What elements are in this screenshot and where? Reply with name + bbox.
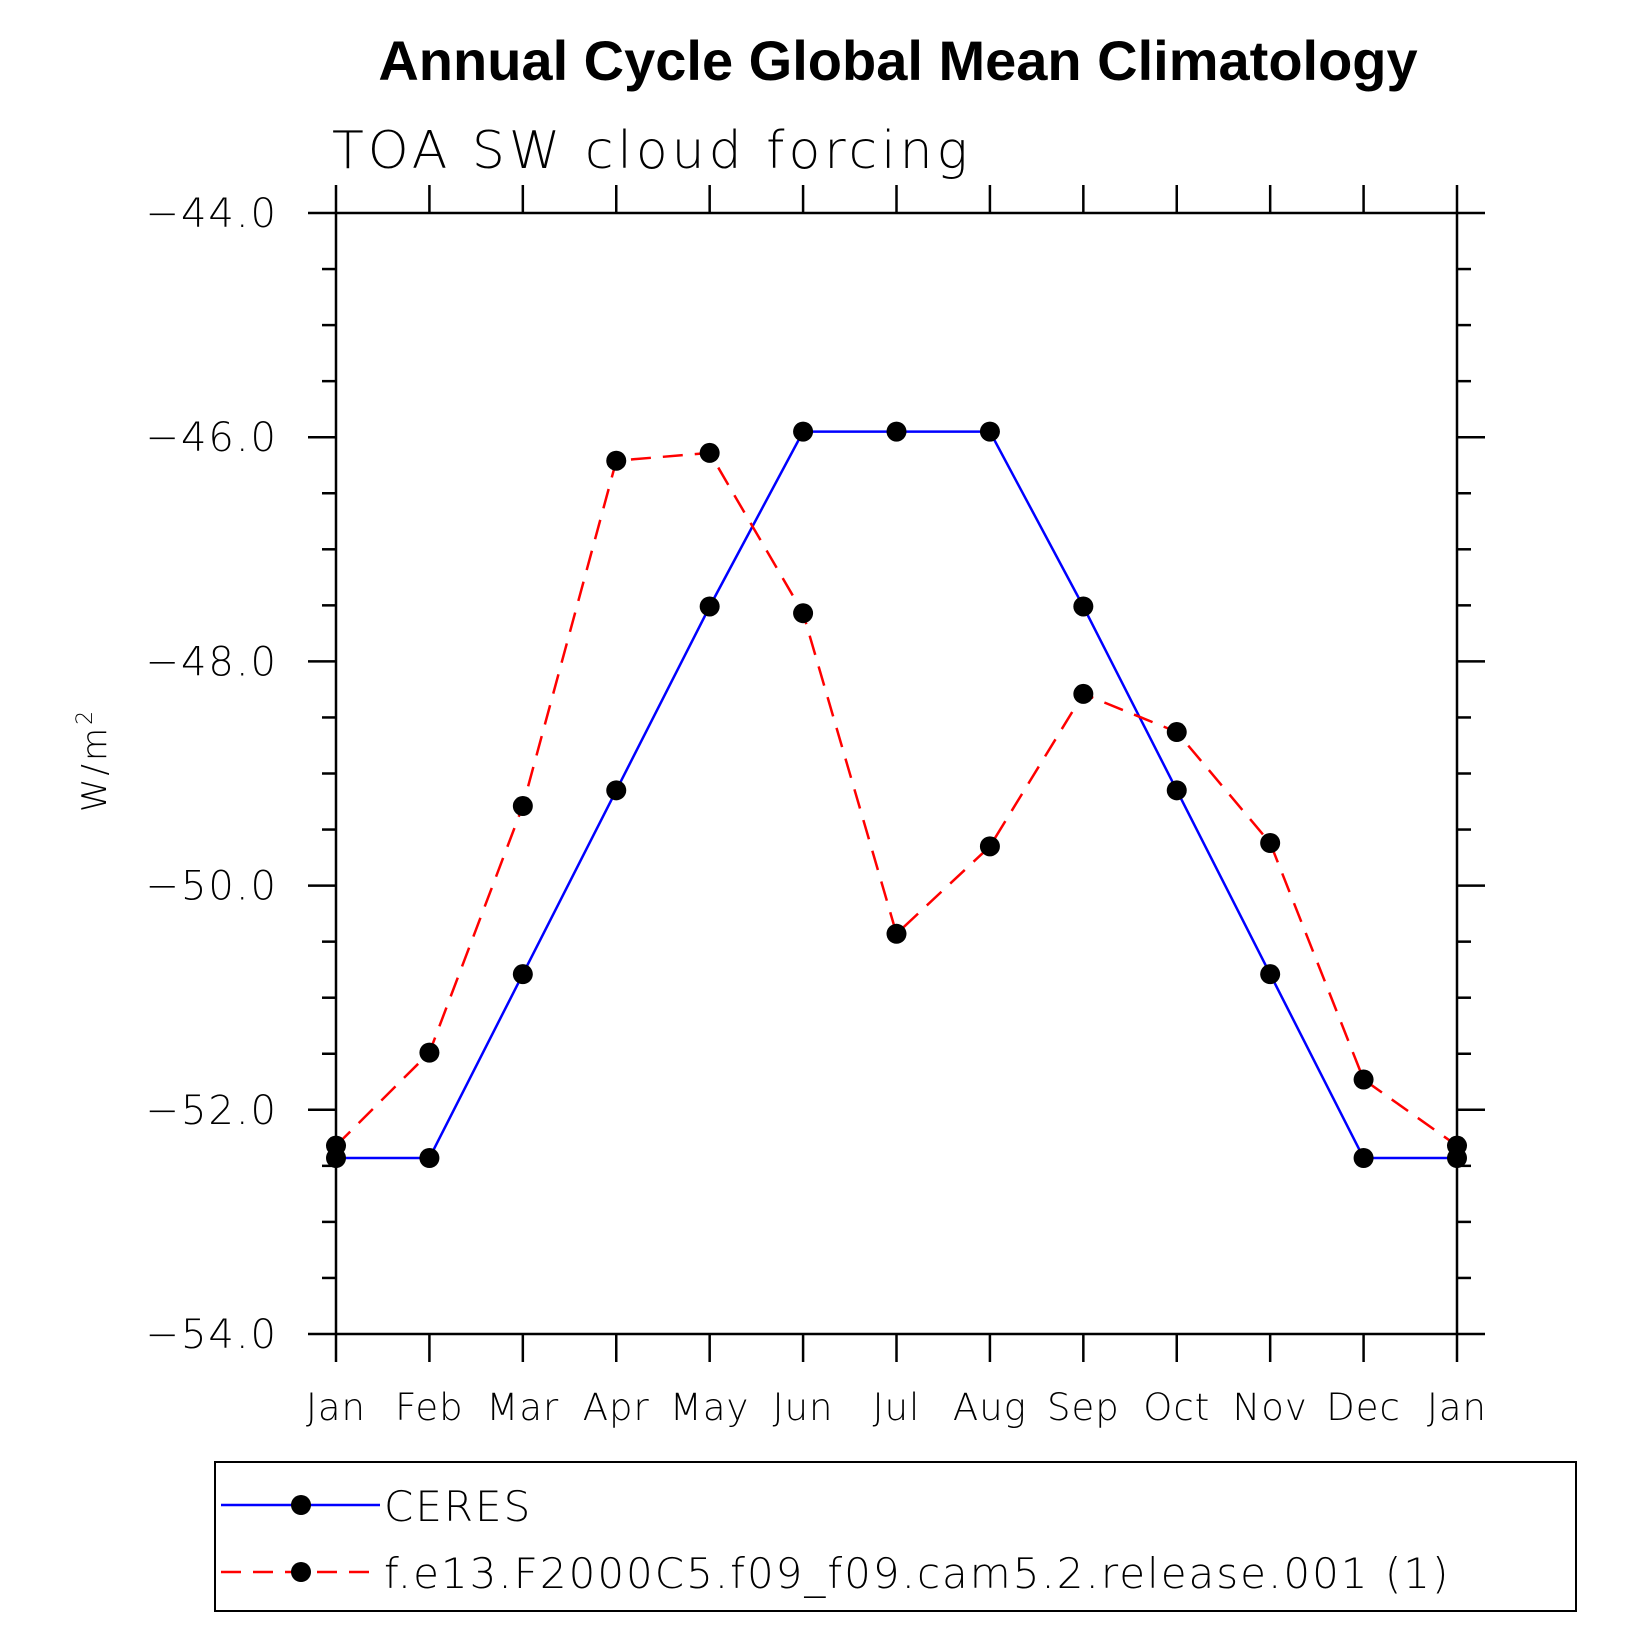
series-layer [326, 421, 1467, 1169]
y-axis-label: W/m2 [73, 708, 115, 812]
data-point-series-0 [1166, 780, 1187, 801]
data-point-series-1 [886, 923, 907, 944]
data-point-series-0 [1260, 964, 1281, 985]
x-tick-label: Feb [395, 1386, 464, 1429]
chart-title: Annual Cycle Global Mean Climatology [378, 29, 1417, 92]
data-point-series-0 [1073, 596, 1094, 617]
data-point-series-0 [419, 1148, 440, 1169]
y-tick-label: −48.0 [145, 639, 278, 685]
y-tick-label: −46.0 [145, 415, 278, 461]
y-axis-label-sup: 2 [73, 708, 98, 725]
data-point-series-1 [326, 1135, 346, 1156]
y-tick-label: −52.0 [145, 1088, 278, 1134]
y-tick-label: −50.0 [145, 864, 278, 910]
data-point-series-0 [512, 964, 533, 985]
x-tick-label: May [670, 1386, 750, 1429]
x-tick-label: Dec [1326, 1386, 1401, 1429]
y-axis-label-base: W/m [75, 725, 115, 812]
data-point-series-0 [699, 596, 720, 617]
legend-marker-1 [291, 1562, 311, 1582]
x-tick-label: Mar [486, 1386, 559, 1429]
y-tick-label: −44.0 [145, 191, 278, 237]
x-tick-label: Aug [953, 1386, 1027, 1429]
legend-box [214, 1461, 1577, 1612]
axes: −44.0 −46.0 −48.0 −50.0 −52.0 −54.0 Jan Feb Mar A… [145, 185, 1487, 1429]
x-tick-label: Oct [1143, 1386, 1210, 1429]
data-point-series-0 [606, 780, 627, 801]
data-point-series-0 [886, 421, 907, 442]
y-tick-label: −54.0 [145, 1312, 278, 1358]
chart-subtitle: TOA SW cloud forcing [332, 121, 972, 181]
x-tick-label: Sep [1047, 1386, 1120, 1429]
x-tick-label: Jul [873, 1386, 921, 1429]
data-point-series-1 [512, 796, 533, 817]
x-tick-label: Nov [1233, 1386, 1308, 1429]
x-tick-label: Apr [583, 1386, 650, 1429]
data-point-series-0 [793, 421, 814, 442]
data-point-series-1 [606, 450, 627, 471]
data-point-series-1 [1073, 683, 1094, 704]
data-point-series-0 [979, 421, 1000, 442]
legend: CERES f.e13.F2000C5.f09_f09.cam5.2.releas… [214, 1461, 1577, 1612]
series-line-0 [336, 430, 1457, 1160]
series-line-1 [335, 451, 1458, 1147]
data-point-series-1 [1260, 833, 1281, 854]
x-tick-label: Jan [306, 1386, 366, 1429]
data-point-series-1 [793, 603, 814, 624]
x-tick-label: Jan [1427, 1386, 1487, 1429]
data-point-series-1 [979, 836, 1000, 857]
data-point-series-0 [1353, 1148, 1374, 1169]
legend-marker-0 [291, 1495, 311, 1515]
legend-label-0: CERES [384, 1482, 532, 1531]
data-point-series-1 [1353, 1069, 1374, 1090]
legend-label-1: f.e13.F2000C5.f09_f09.cam5.2.release.001… [384, 1549, 1450, 1598]
data-point-series-1 [699, 442, 720, 463]
data-point-series-1 [1447, 1135, 1467, 1156]
data-point-series-1 [419, 1042, 440, 1063]
data-point-series-1 [1166, 722, 1187, 743]
x-tick-label: Jun [773, 1386, 834, 1429]
